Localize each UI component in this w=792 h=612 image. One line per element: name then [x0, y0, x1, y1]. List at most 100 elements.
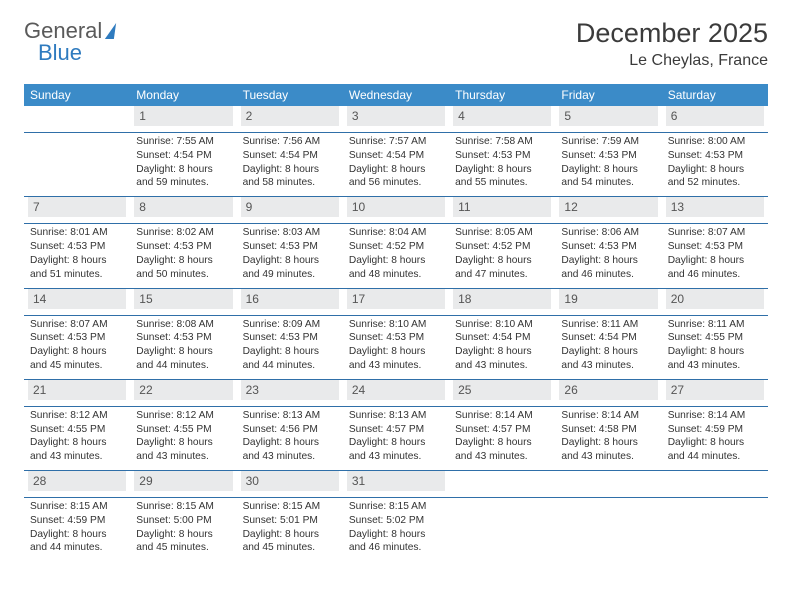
sunrise-text: Sunrise: 8:07 AM: [30, 318, 124, 332]
sunset-text: Sunset: 4:53 PM: [561, 240, 655, 254]
daylight-text: Daylight: 8 hours and 47 minutes.: [455, 254, 549, 282]
day-cell-header: 20: [662, 288, 768, 315]
daylight-text: Daylight: 8 hours and 46 minutes.: [349, 528, 443, 556]
header: General December 2025 Le Cheylas, France: [24, 18, 768, 70]
day-cell-header: 8: [130, 197, 236, 224]
day-cell: Sunrise: 8:14 AMSunset: 4:58 PMDaylight:…: [555, 406, 661, 470]
sunrise-text: Sunrise: 8:07 AM: [668, 226, 762, 240]
day-cell: Sunrise: 8:01 AMSunset: 4:53 PMDaylight:…: [24, 224, 130, 288]
sunset-text: Sunset: 5:01 PM: [243, 514, 337, 528]
sunrise-text: Sunrise: 8:11 AM: [668, 318, 762, 332]
day-cell-header: 21: [24, 379, 130, 406]
weekday-header: Sunday: [24, 84, 130, 106]
sunrise-text: Sunrise: 8:12 AM: [136, 409, 230, 423]
daylight-text: Daylight: 8 hours and 51 minutes.: [30, 254, 124, 282]
sunrise-text: Sunrise: 8:08 AM: [136, 318, 230, 332]
day-cell-header: 3: [343, 106, 449, 133]
day-cell-header: 30: [237, 471, 343, 498]
day-number: 30: [241, 471, 339, 491]
day-cell: Sunrise: 8:07 AMSunset: 4:53 PMDaylight:…: [662, 224, 768, 288]
day-cell-header: 31: [343, 471, 449, 498]
day-number: 28: [28, 471, 126, 491]
day-cell-header: 2: [237, 106, 343, 133]
sunrise-text: Sunrise: 7:59 AM: [561, 135, 655, 149]
day-cell: Sunrise: 8:06 AMSunset: 4:53 PMDaylight:…: [555, 224, 661, 288]
sunrise-text: Sunrise: 8:14 AM: [455, 409, 549, 423]
day-cell: Sunrise: 8:02 AMSunset: 4:53 PMDaylight:…: [130, 224, 236, 288]
daylight-text: Daylight: 8 hours and 50 minutes.: [136, 254, 230, 282]
weekday-header: Wednesday: [343, 84, 449, 106]
sunrise-text: Sunrise: 8:00 AM: [668, 135, 762, 149]
day-number: 25: [453, 380, 551, 400]
day-cell-header: 11: [449, 197, 555, 224]
sunset-text: Sunset: 4:53 PM: [243, 240, 337, 254]
sunrise-text: Sunrise: 8:11 AM: [561, 318, 655, 332]
day-number: 14: [28, 289, 126, 309]
daylight-text: Daylight: 8 hours and 43 minutes.: [561, 436, 655, 464]
sunrise-text: Sunrise: 8:02 AM: [136, 226, 230, 240]
daylight-text: Daylight: 8 hours and 45 minutes.: [243, 528, 337, 556]
sunset-text: Sunset: 4:53 PM: [668, 149, 762, 163]
sunrise-text: Sunrise: 8:14 AM: [668, 409, 762, 423]
sunset-text: Sunset: 4:53 PM: [668, 240, 762, 254]
day-cell-header: 18: [449, 288, 555, 315]
day-cell: Sunrise: 8:12 AMSunset: 4:55 PMDaylight:…: [130, 406, 236, 470]
daylight-text: Daylight: 8 hours and 44 minutes.: [243, 345, 337, 373]
day-cell-header: [662, 471, 768, 498]
weekday-header-row: Sunday Monday Tuesday Wednesday Thursday…: [24, 84, 768, 106]
sunset-text: Sunset: 4:55 PM: [136, 423, 230, 437]
day-cell-header: 4: [449, 106, 555, 133]
title-block: December 2025 Le Cheylas, France: [576, 18, 768, 70]
daylight-text: Daylight: 8 hours and 43 minutes.: [349, 436, 443, 464]
day-number: 18: [453, 289, 551, 309]
day-number: 12: [559, 197, 657, 217]
daylight-text: Daylight: 8 hours and 43 minutes.: [30, 436, 124, 464]
day-cell-header: 24: [343, 379, 449, 406]
day-number: 7: [28, 197, 126, 217]
daylight-text: Daylight: 8 hours and 43 minutes.: [668, 345, 762, 373]
daylight-text: Daylight: 8 hours and 46 minutes.: [561, 254, 655, 282]
day-cell: [24, 133, 130, 197]
day-cell: Sunrise: 7:56 AMSunset: 4:54 PMDaylight:…: [237, 133, 343, 197]
sunset-text: Sunset: 4:52 PM: [349, 240, 443, 254]
month-title: December 2025: [576, 18, 768, 49]
day-cell: Sunrise: 8:11 AMSunset: 4:55 PMDaylight:…: [662, 315, 768, 379]
sunset-text: Sunset: 4:54 PM: [136, 149, 230, 163]
day-cell: Sunrise: 8:08 AMSunset: 4:53 PMDaylight:…: [130, 315, 236, 379]
day-cell-header: 15: [130, 288, 236, 315]
day-number: 26: [559, 380, 657, 400]
sunrise-text: Sunrise: 8:10 AM: [455, 318, 549, 332]
daylight-text: Daylight: 8 hours and 43 minutes.: [455, 436, 549, 464]
daylight-text: Daylight: 8 hours and 45 minutes.: [30, 345, 124, 373]
sunset-text: Sunset: 4:53 PM: [136, 331, 230, 345]
daylight-text: Daylight: 8 hours and 58 minutes.: [243, 163, 337, 191]
sunrise-text: Sunrise: 8:15 AM: [136, 500, 230, 514]
day-cell-header: 29: [130, 471, 236, 498]
day-number: 16: [241, 289, 339, 309]
sunset-text: Sunset: 4:57 PM: [455, 423, 549, 437]
sunset-text: Sunset: 4:56 PM: [243, 423, 337, 437]
day-number: 27: [666, 380, 764, 400]
day-cell-header: 22: [130, 379, 236, 406]
daynum-row: 28293031: [24, 471, 768, 498]
weekday-header: Thursday: [449, 84, 555, 106]
day-cell-header: 7: [24, 197, 130, 224]
day-cell-header: 25: [449, 379, 555, 406]
day-cell: Sunrise: 8:15 AMSunset: 5:01 PMDaylight:…: [237, 498, 343, 562]
day-number: 5: [559, 106, 657, 126]
sunset-text: Sunset: 4:53 PM: [561, 149, 655, 163]
week-row: Sunrise: 8:15 AMSunset: 4:59 PMDaylight:…: [24, 498, 768, 562]
sunset-text: Sunset: 4:54 PM: [349, 149, 443, 163]
daylight-text: Daylight: 8 hours and 44 minutes.: [136, 345, 230, 373]
day-cell: Sunrise: 7:58 AMSunset: 4:53 PMDaylight:…: [449, 133, 555, 197]
sunset-text: Sunset: 5:02 PM: [349, 514, 443, 528]
sunset-text: Sunset: 4:54 PM: [455, 331, 549, 345]
day-cell: Sunrise: 8:10 AMSunset: 4:53 PMDaylight:…: [343, 315, 449, 379]
sunrise-text: Sunrise: 8:01 AM: [30, 226, 124, 240]
sunset-text: Sunset: 4:54 PM: [561, 331, 655, 345]
sunrise-text: Sunrise: 8:14 AM: [561, 409, 655, 423]
sunrise-text: Sunrise: 7:58 AM: [455, 135, 549, 149]
sunrise-text: Sunrise: 7:57 AM: [349, 135, 443, 149]
day-number: 17: [347, 289, 445, 309]
daylight-text: Daylight: 8 hours and 59 minutes.: [136, 163, 230, 191]
